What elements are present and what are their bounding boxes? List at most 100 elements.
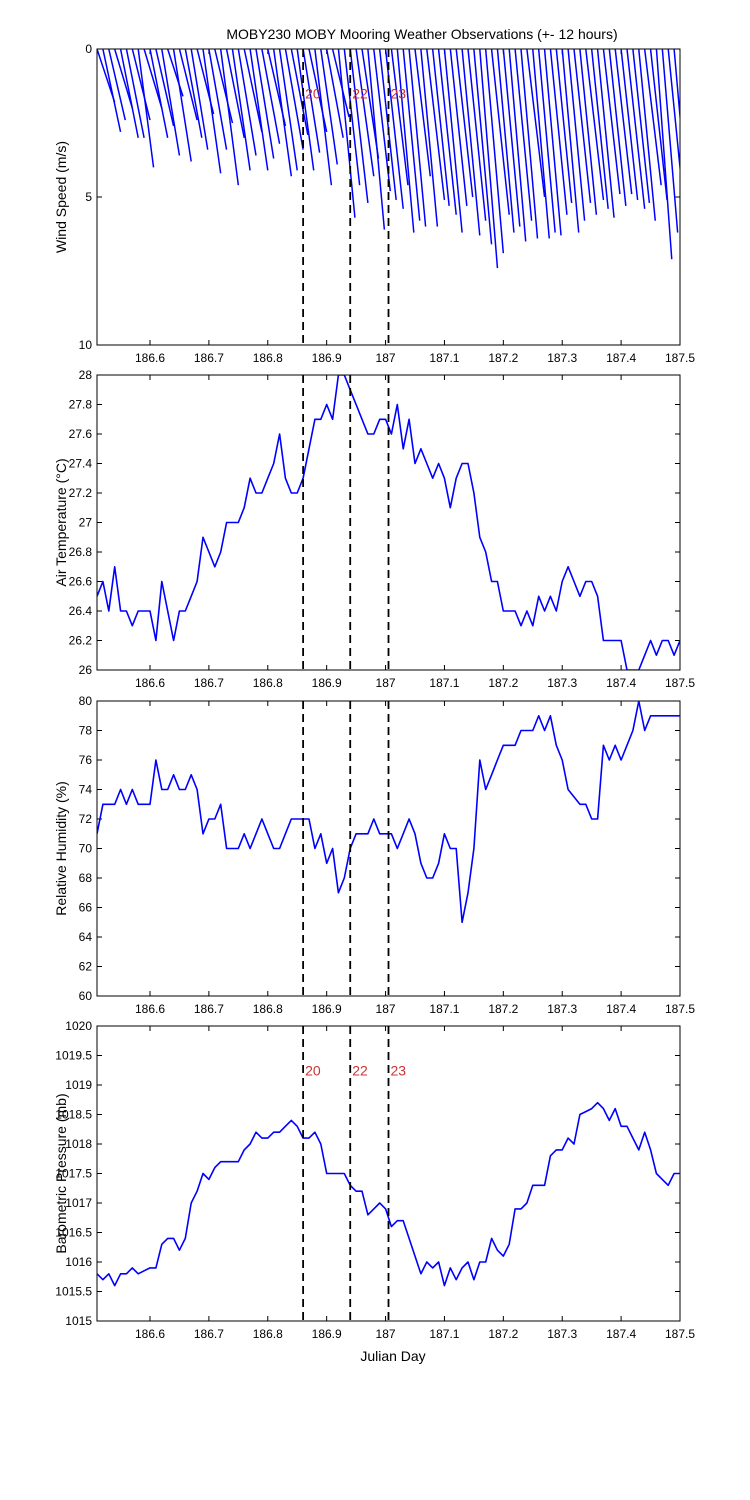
air-temperature-x-tick-label: 187.4 [606,676,636,690]
barometric-pressure-data [97,1101,680,1287]
wind-speed-x-tick-label: 186.6 [135,351,165,365]
wind-speed-y-tick-label: 5 [85,190,92,204]
barometric-pressure-y-tick-label: 1017 [65,1196,92,1210]
wind-speed-wind-stick [296,49,315,171]
barometric-pressure-y-axis-label: Barometric Pressure (mb) [53,1093,69,1253]
wind-speed-wind-stick [249,49,269,171]
wind-speed-wind-stick [272,49,293,177]
wind-speed-x-tick-label: 186.7 [194,351,224,365]
wind-speed-wind-stick [473,49,493,245]
wind-speed-x-tick-label: 187 [376,351,396,365]
wind-speed-wind-stick [402,49,421,221]
air-temperature-x-tick-label: 186.9 [312,676,342,690]
wind-speed-wind-stick [455,49,474,198]
wind-speed-wind-stick [119,49,139,138]
wind-speed-wind-stick [437,49,457,215]
wind-speed-wind-stick [396,49,415,233]
relative-humidity-y-tick-label: 78 [79,724,93,738]
air-temperature-y-tick-label: 26.2 [69,634,93,648]
wind-speed-wind-stick [390,49,409,186]
wind-speed-wind-stick [131,49,151,121]
wind-speed-wind-stick [479,49,499,269]
relative-humidity-y-tick-label: 74 [79,783,93,797]
air-temperature-x-tick-label: 187.5 [665,676,695,690]
wind-speed-wind-stick [237,49,257,156]
wind-speed-wind-stick [638,49,657,221]
barometric-pressure-y-tick-label: 1016.5 [55,1226,92,1240]
wind-speed-wind-stick [408,49,427,227]
wind-speed-wind-stick [543,49,562,236]
wind-speed-wind-stick [373,49,392,192]
wind-speed-wind-stick [590,49,609,209]
wind-speed-wind-stick [620,49,639,201]
barometric-pressure-panel: 186.6 186.7 186.8 186.9 187 187.1 187.2 187.3 18… [53,1019,695,1341]
wind-speed-wind-stick [302,49,321,153]
wind-speed-wind-stick [549,49,568,215]
barometric-pressure-series-line [97,1101,680,1287]
relative-humidity-panel: 186.6 186.7 186.8 186.9 187 187.1 187.2 187.3 18… [53,694,695,1016]
barometric-pressure-x-tick-label: 187.2 [488,1327,518,1341]
wind-speed-wind-stick [502,49,521,227]
wind-speed-y-tick-label: 10 [79,338,93,352]
wind-speed-wind-stick [161,49,181,156]
wind-speed-wind-stick [420,49,439,227]
wind-speed-wind-stick [113,49,134,109]
barometric-pressure-x-tick-label: 187 [376,1327,396,1341]
wind-speed-wind-stick [555,49,573,203]
wind-speed-wind-stick [355,49,375,177]
relative-humidity-y-tick-label: 68 [79,871,93,885]
wind-speed-wind-stick [661,49,679,233]
barometric-pressure-y-tick-label: 1016 [65,1255,92,1269]
barometric-pressure-x-tick-label: 187.5 [665,1327,695,1341]
wind-speed-wind-stick [331,49,350,118]
barometric-pressure-y-tick-label: 1019 [65,1078,92,1092]
wind-speed-wind-stick [290,49,309,135]
wind-speed-wind-stick [155,49,175,127]
wind-speed-wind-stick [172,49,192,162]
wind-speed-wind-stick [320,49,339,165]
relative-humidity-x-tick-label: 186.7 [194,1002,224,1016]
relative-humidity-y-tick-label: 60 [79,989,93,1003]
wind-speed-wind-stick [184,49,203,138]
wind-speed-wind-stick [255,49,275,159]
wind-speed-wind-stick [579,49,598,215]
air-temperature-y-tick-label: 26.8 [69,545,93,559]
air-temperature-x-tick-label: 187.1 [429,676,459,690]
wind-speed-wind-stick [261,49,281,144]
air-temperature-series-line [97,375,680,670]
wind-speed-wind-stick [314,49,333,186]
barometric-pressure-x-tick-label: 187.1 [429,1327,459,1341]
air-temperature-y-tick-label: 27.2 [69,486,93,500]
x-axis-label: Julian Day [360,1348,425,1364]
wind-speed-wind-stick [443,49,463,233]
wind-speed-x-tick-label: 187.3 [547,351,577,365]
air-temperature-x-tick-label: 187 [376,676,396,690]
wind-speed-wind-stick [632,49,651,203]
wind-speed-wind-stick [649,49,668,201]
barometric-pressure-y-tick-label: 1020 [65,1019,92,1033]
wind-speed-wind-stick [626,49,646,209]
wind-speed-wind-stick [378,49,397,201]
barometric-pressure-marker-label: 23 [391,1062,407,1078]
wind-speed-x-tick-label: 187.5 [665,351,695,365]
wind-speed-wind-stick [231,49,251,171]
air-temperature-x-tick-label: 186.8 [253,676,283,690]
wind-speed-wind-stick [561,49,580,233]
wind-speed-wind-stick [655,49,673,260]
relative-humidity-x-tick-label: 187.5 [665,1002,695,1016]
wind-speed-x-tick-label: 187.4 [606,351,636,365]
wind-speed-wind-stick [337,49,356,218]
wind-speed-wind-stick [349,49,369,204]
air-temperature-x-tick-label: 187.2 [488,676,518,690]
wind-speed-wind-stick [567,49,586,221]
air-temperature-y-axis-label: Air Temperature (°C) [53,458,69,586]
wind-speed-wind-stick [520,49,539,239]
air-temperature-y-tick-label: 27.4 [69,457,93,471]
barometric-pressure-y-tick-label: 1018.5 [55,1108,92,1122]
wind-speed-wind-stick [343,49,361,186]
relative-humidity-x-tick-label: 187.4 [606,1002,636,1016]
wind-speed-wind-stick [414,49,432,177]
air-temperature-x-tick-label: 186.7 [194,676,224,690]
wind-speed-wind-stick [149,49,169,138]
barometric-pressure-y-tick-label: 1017.5 [55,1167,92,1181]
